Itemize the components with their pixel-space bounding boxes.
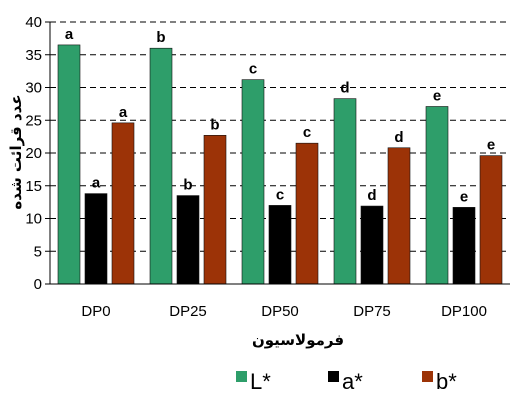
axes [45, 21, 510, 285]
significance-letter: a [92, 175, 101, 192]
y-tick-label: 0 [34, 276, 42, 293]
significance-letter: a [119, 104, 128, 121]
bar-astar-dp75 [360, 205, 384, 285]
x-tick-label: DP50 [261, 303, 299, 320]
legend-label: L* [250, 369, 271, 394]
significance-letter: b [183, 177, 192, 194]
significance-letter: c [303, 124, 311, 141]
y-tick-label: 40 [25, 14, 42, 31]
y-tick-label: 30 [25, 80, 42, 97]
bar-lstar-dp25 [149, 47, 173, 285]
bar-astar-dp0 [84, 193, 108, 285]
legend: L* a* b* [236, 369, 457, 394]
bar-lstar-dp0 [57, 44, 81, 285]
legend-swatch [328, 371, 339, 382]
bar-bstar-dp75 [387, 147, 411, 285]
significance-letter: d [367, 187, 376, 204]
significance-letter: e [460, 188, 468, 205]
significance-letter: b [210, 116, 219, 133]
x-tick-label: DP0 [81, 303, 110, 320]
y-axis-title: عدد قرائت شده [7, 94, 25, 209]
bar-bstar-dp50 [295, 142, 319, 285]
bar-astar-dp100 [452, 207, 476, 285]
significance-letter: d [340, 80, 349, 97]
legend-label: b* [436, 369, 457, 394]
significance-letter: a [65, 26, 74, 43]
y-tick-label: 15 [25, 178, 42, 195]
y-tick-label: 20 [25, 145, 42, 162]
y-tick-label: 25 [25, 112, 42, 129]
y-tick-label: 5 [34, 243, 42, 260]
bar-bstar-dp25 [203, 135, 227, 285]
y-tick-label: 10 [25, 211, 42, 228]
x-tick-label: DP25 [169, 303, 207, 320]
bar-bstar-dp0 [111, 122, 135, 285]
tick-labels: 0 5 10 15 20 25 30 35 40 DP0 DP25 DP50 DP75 DP100 [25, 14, 487, 320]
x-axis-title: فرمولاسیون [252, 331, 344, 349]
significance-letter: c [276, 186, 284, 203]
bar-bstar-dp100 [479, 155, 503, 285]
bar-astar-dp25 [176, 195, 200, 285]
legend-swatch [422, 371, 433, 382]
x-tick-label: DP100 [441, 303, 487, 320]
bar-lstar-dp50 [241, 79, 265, 285]
bars [57, 44, 503, 285]
legend-swatch [236, 371, 247, 382]
bar-lstar-dp75 [333, 98, 357, 285]
x-tick-label: DP75 [353, 303, 391, 320]
y-tick-label: 35 [25, 47, 42, 64]
significance-letter: e [433, 87, 441, 104]
bar-lstar-dp100 [425, 106, 449, 285]
significance-letter: d [394, 129, 403, 146]
bar-astar-dp50 [268, 205, 292, 285]
significance-letter: b [156, 29, 165, 46]
significance-letter: c [249, 61, 257, 78]
data-labels: a a a b b b c c c d d d e e e [65, 26, 495, 205]
significance-letter: e [487, 137, 495, 154]
legend-label: a* [342, 369, 363, 394]
